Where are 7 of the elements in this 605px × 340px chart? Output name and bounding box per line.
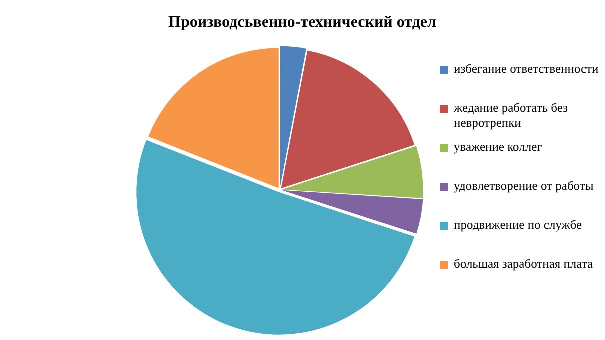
legend-label: удовлетворение от работы — [454, 179, 594, 194]
legend-label: большая заработная плата — [454, 257, 594, 272]
chart-title: Производсьвенно-технический отдел — [168, 14, 438, 32]
legend-label: избегание ответственности — [454, 62, 599, 77]
legend-label: жедание работать без невротрепки — [454, 101, 570, 131]
legend-label: уважение коллег — [454, 140, 542, 155]
legend-label: продвижение по службе — [454, 218, 582, 233]
